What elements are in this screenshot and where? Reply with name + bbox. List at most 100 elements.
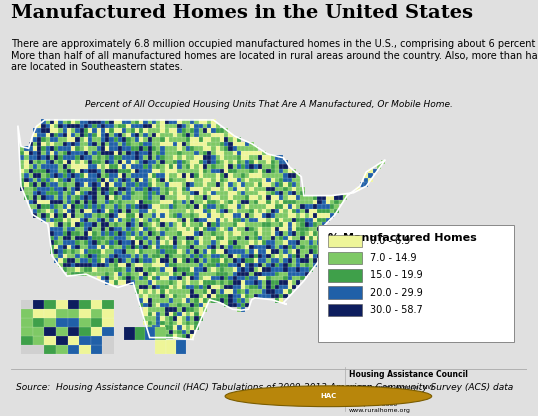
Bar [228, 178, 232, 182]
Bar [194, 276, 199, 280]
Bar [181, 129, 186, 133]
Bar [75, 137, 80, 142]
Bar [245, 236, 250, 240]
Bar [199, 272, 203, 276]
Bar [84, 160, 88, 164]
Bar [105, 222, 109, 227]
Bar [143, 178, 147, 182]
Bar [216, 137, 220, 142]
Bar [258, 182, 262, 186]
Bar [169, 209, 173, 213]
Bar [126, 280, 131, 285]
Bar [275, 222, 279, 227]
Bar [216, 182, 220, 186]
Bar [181, 240, 186, 245]
Bar [71, 151, 75, 155]
Bar [309, 254, 313, 258]
Bar [186, 186, 190, 191]
Bar [258, 231, 262, 236]
Bar [131, 178, 135, 182]
Bar [97, 262, 101, 267]
Bar [237, 200, 241, 204]
Bar [216, 258, 220, 262]
Bar [284, 191, 288, 196]
Bar [199, 200, 203, 204]
Bar [88, 178, 93, 182]
Bar [109, 119, 114, 124]
Bar [237, 231, 241, 236]
Bar [232, 285, 237, 290]
Bar [271, 258, 275, 262]
Bar [296, 178, 300, 182]
Bar [169, 294, 173, 298]
Bar [165, 298, 169, 303]
Bar [37, 133, 41, 137]
Bar [300, 240, 305, 245]
Bar [114, 124, 118, 129]
Bar [181, 245, 186, 249]
Bar [156, 178, 160, 182]
Bar [271, 254, 275, 258]
Bar [241, 209, 245, 213]
Bar [143, 231, 147, 236]
Bar [62, 151, 67, 155]
Bar [59, 236, 62, 240]
Bar [101, 151, 105, 155]
Bar [97, 129, 101, 133]
Bar [84, 164, 88, 168]
Bar [300, 258, 305, 262]
Bar [317, 231, 322, 236]
Bar [62, 236, 67, 240]
Bar [250, 294, 254, 298]
Bar [245, 182, 250, 186]
Bar [160, 204, 165, 209]
Bar [254, 294, 258, 298]
Bar [75, 173, 80, 178]
Bar [160, 231, 165, 236]
Bar [228, 272, 232, 276]
Bar [203, 191, 207, 196]
Bar [284, 267, 288, 272]
Bar [139, 182, 143, 186]
Bar [258, 178, 262, 182]
Bar [135, 191, 139, 196]
Bar [160, 240, 165, 245]
Bar [131, 182, 135, 186]
Bar [220, 182, 224, 186]
Bar [211, 155, 216, 160]
Bar [271, 213, 275, 218]
Bar [118, 276, 122, 280]
Bar [288, 272, 292, 276]
Bar [67, 151, 71, 155]
Bar [173, 294, 178, 298]
Bar [59, 218, 62, 222]
Bar [54, 178, 59, 182]
Bar [178, 168, 181, 173]
Bar [241, 240, 245, 245]
Bar [41, 196, 46, 200]
Bar [152, 155, 156, 160]
Bar [156, 155, 160, 160]
Bar [203, 168, 207, 173]
Bar [245, 142, 250, 146]
Bar [122, 200, 126, 204]
Bar [131, 129, 135, 133]
Bar [131, 267, 135, 272]
Bar [199, 303, 203, 307]
Bar [101, 186, 105, 191]
Bar [224, 164, 228, 168]
Bar [101, 222, 105, 227]
Bar [152, 173, 156, 178]
Bar [33, 186, 37, 191]
Bar [71, 218, 75, 222]
Bar [271, 280, 275, 285]
Bar [105, 191, 109, 196]
Bar [228, 146, 232, 151]
Bar [241, 213, 245, 218]
Bar [93, 204, 97, 209]
Bar [88, 196, 93, 200]
Bar [190, 129, 194, 133]
Bar [143, 290, 147, 294]
Bar [322, 231, 326, 236]
Bar [232, 294, 237, 298]
